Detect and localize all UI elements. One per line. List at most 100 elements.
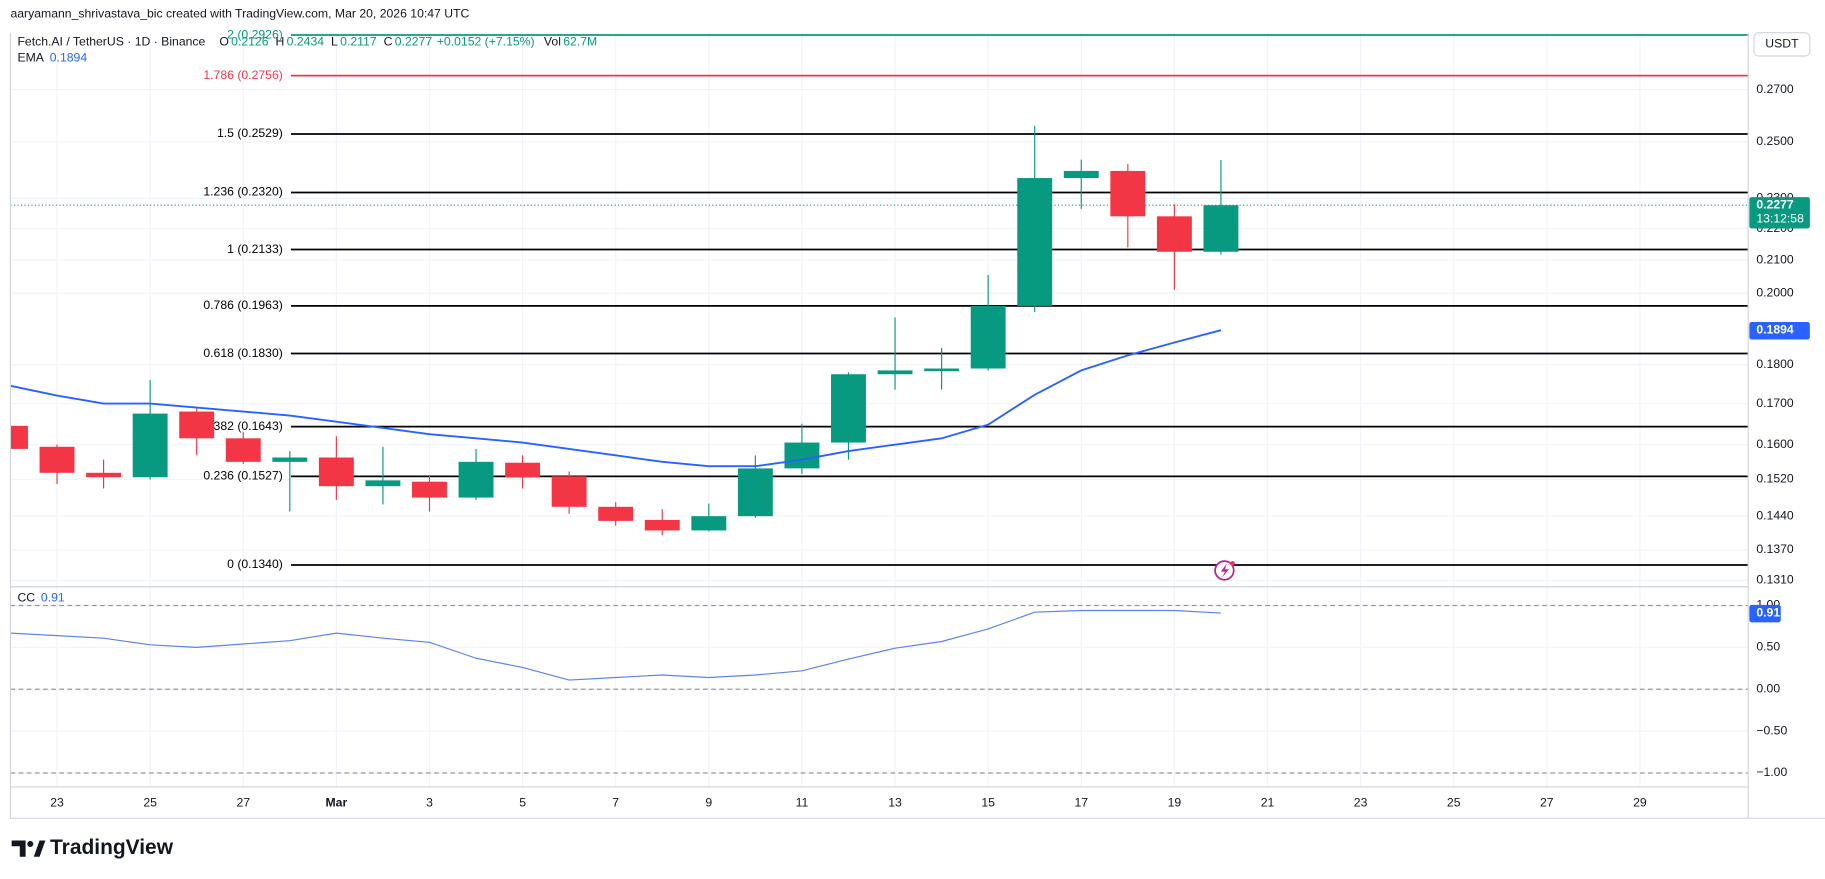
candle-body bbox=[318, 457, 354, 487]
line-series bbox=[10, 329, 1222, 468]
ema-badge: 0.1894 bbox=[1756, 322, 1794, 336]
open-label: O bbox=[219, 34, 229, 48]
label-layer: 23 25 27 Mar 3 5 7 9 11 13 15 17 19 21 23 25 27 29 0.2700 0… bbox=[17, 32, 1811, 809]
cc-badge-box bbox=[1749, 604, 1781, 623]
y-tick-label: 0.2500 bbox=[1756, 134, 1794, 148]
y-tick-label: 0.2000 bbox=[1756, 285, 1794, 299]
fib-label: 1 (0.2133) bbox=[227, 242, 283, 256]
x-tick-label: 3 bbox=[426, 795, 433, 809]
axis-layer bbox=[9, 32, 1825, 819]
candle-body bbox=[551, 476, 587, 507]
candle-body bbox=[970, 305, 1006, 369]
grid-layer bbox=[10, 32, 1749, 787]
y-tick-label: −0.50 bbox=[1756, 723, 1787, 737]
volume-value: 62.7M bbox=[563, 34, 597, 48]
cc-legend: CC bbox=[17, 591, 35, 605]
close-value: 0.2277 bbox=[395, 34, 433, 48]
x-tick-label: 25 bbox=[1447, 795, 1461, 809]
ema-badge-box bbox=[1749, 322, 1810, 340]
fib-label: 1.236 (0.2320) bbox=[203, 185, 282, 199]
x-tick-label: 15 bbox=[981, 795, 995, 809]
fib-label: 0.382 (0.1643) bbox=[203, 419, 282, 433]
candle-body bbox=[505, 462, 541, 478]
symbol-title: Fetch.AI / TetherUS · 1D · Binance bbox=[17, 34, 205, 48]
candle-body bbox=[458, 461, 494, 498]
candle-body bbox=[225, 438, 261, 462]
logo: TradingView bbox=[11, 836, 174, 859]
y-tick-label: 0.2700 bbox=[1756, 82, 1794, 96]
y-tick-label: 0.50 bbox=[1756, 640, 1780, 654]
candle-body bbox=[691, 516, 727, 531]
x-tick-label: 23 bbox=[1354, 795, 1368, 809]
y-tick-label: 0.1310 bbox=[1756, 573, 1794, 587]
ema-legend: EMA bbox=[17, 51, 44, 65]
candle-body bbox=[132, 413, 168, 478]
cc-pane bbox=[10, 609, 1221, 681]
open-value: 0.2126 bbox=[231, 34, 269, 48]
volume-label: Vol bbox=[544, 34, 561, 48]
credit: aaryamann_shrivastava_bic created with T… bbox=[10, 6, 469, 20]
close-label: C bbox=[384, 34, 393, 48]
y-tick-label: 0.1440 bbox=[1756, 508, 1794, 522]
fib-layer: 2 (0.2926) 1.786 (0.2756) 1.5 (0.2529) 1.23… bbox=[203, 27, 1749, 571]
fib-label: 0 (0.1340) bbox=[227, 557, 283, 571]
fib-label: 1.786 (0.2756) bbox=[203, 68, 282, 82]
line-series bbox=[10, 609, 1221, 681]
price-badge-box bbox=[1749, 197, 1810, 229]
x-tick-label: 17 bbox=[1074, 795, 1088, 809]
y-tick-label: 0.1700 bbox=[1756, 396, 1794, 410]
countdown: 13:12:58 bbox=[1756, 211, 1804, 225]
x-tick-label: 13 bbox=[888, 795, 902, 809]
y-tick-label: −1.00 bbox=[1756, 765, 1787, 779]
x-tick-label: 5 bbox=[519, 795, 526, 809]
fib-label: 2 (0.2926) bbox=[227, 27, 283, 41]
fib-label: 0.786 (0.1963) bbox=[203, 298, 282, 312]
x-tick-label: 19 bbox=[1168, 795, 1182, 809]
y-tick-label: 0.00 bbox=[1756, 681, 1780, 695]
price-badge: 0.2277 bbox=[1756, 197, 1794, 211]
x-tick-label: 25 bbox=[143, 795, 157, 809]
candle-body bbox=[10, 425, 28, 449]
y-tick-label: 0.1520 bbox=[1756, 472, 1794, 486]
candle-body bbox=[86, 472, 122, 478]
candle-body bbox=[412, 481, 447, 498]
y-tick-label: 0.1370 bbox=[1756, 542, 1794, 556]
cc-value: 0.91 bbox=[41, 591, 65, 605]
low-label: L bbox=[331, 34, 338, 48]
candle-body bbox=[272, 457, 308, 462]
candle-body bbox=[831, 374, 866, 443]
high-label: H bbox=[276, 34, 285, 48]
candle-body bbox=[598, 506, 634, 521]
low-value: 0.2117 bbox=[340, 34, 377, 48]
x-tick-label: 27 bbox=[236, 795, 250, 809]
candle-body bbox=[644, 519, 680, 531]
cc-badge: 0.91 bbox=[1756, 605, 1780, 619]
x-tick-label: 11 bbox=[796, 795, 809, 809]
change: +0.0152 (+7.15%) bbox=[437, 34, 535, 48]
candle-body bbox=[1203, 205, 1239, 252]
y-tick-label: 0.1800 bbox=[1756, 357, 1794, 371]
price-pane bbox=[10, 125, 1749, 536]
candle-body bbox=[784, 442, 820, 469]
event-icon[interactable] bbox=[1214, 560, 1235, 581]
candle-body bbox=[924, 368, 960, 372]
y-tick-label: 0.2100 bbox=[1756, 252, 1794, 266]
candle-body bbox=[365, 480, 401, 487]
candle-body bbox=[1156, 216, 1192, 252]
fib-label: 1.5 (0.2529) bbox=[217, 126, 283, 140]
fib-label: 0.618 (0.1830) bbox=[203, 346, 282, 360]
fib-label: 0.236 (0.1527) bbox=[203, 469, 282, 483]
candle-body bbox=[1063, 170, 1099, 179]
candle-body bbox=[1017, 178, 1053, 306]
candle-body bbox=[39, 446, 75, 473]
y-tick-label: 0.1600 bbox=[1756, 437, 1794, 451]
candle-body bbox=[737, 468, 773, 517]
x-tick-label: 21 bbox=[1261, 795, 1275, 809]
ema-value: 0.1894 bbox=[50, 51, 88, 65]
currency: USDT bbox=[1765, 37, 1799, 51]
x-tick-label: 7 bbox=[612, 795, 619, 809]
candle-body bbox=[877, 370, 913, 375]
